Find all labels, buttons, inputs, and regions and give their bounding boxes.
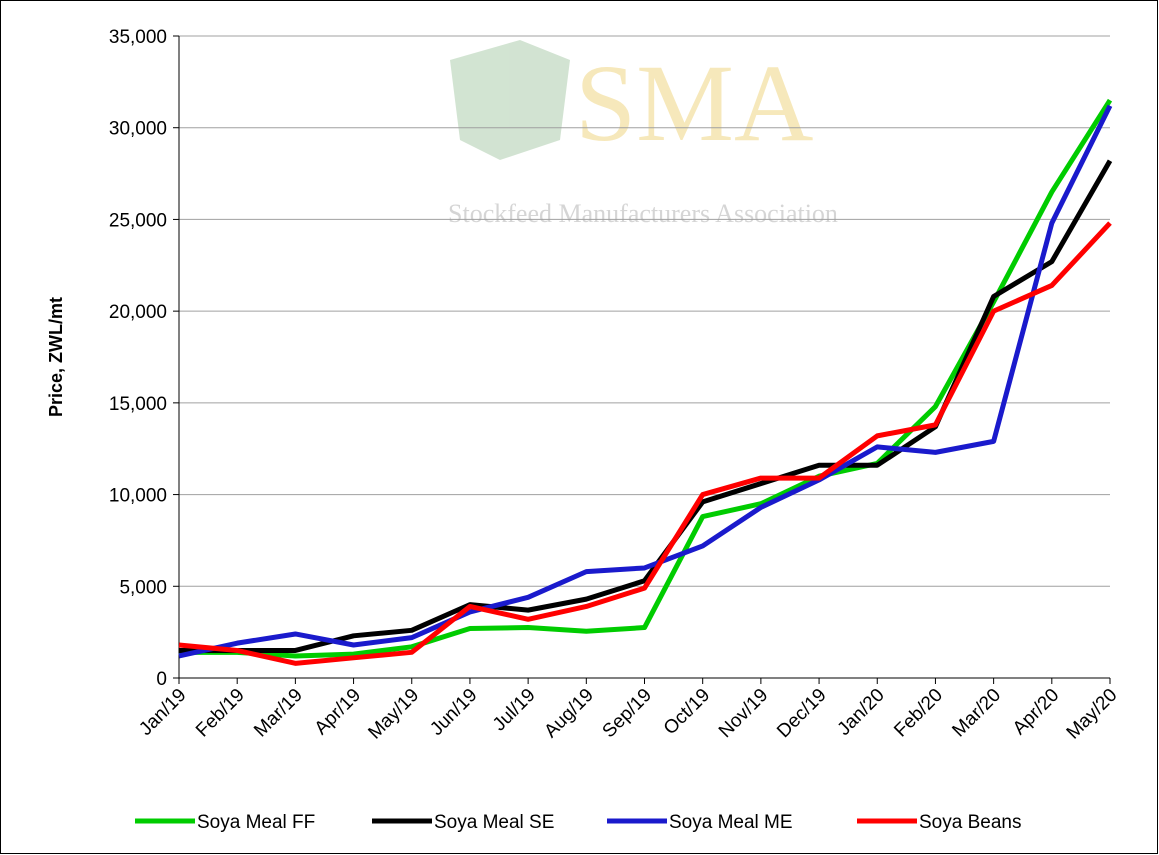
- chart: SMA Stockfeed Manufacturers Association …: [0, 0, 1159, 855]
- y-axis-label: Price, ZWL/mt: [46, 297, 66, 417]
- y-tick-label: 10,000: [109, 486, 167, 507]
- legend-label: Soya Beans: [919, 812, 1021, 833]
- legend-label: Soya Meal ME: [669, 812, 793, 833]
- y-tick-label: 25,000: [109, 210, 167, 231]
- watermark-subtitle: Stockfeed Manufacturers Association: [448, 199, 838, 228]
- y-tick-label: 0: [156, 669, 167, 690]
- watermark-title: SMA: [575, 42, 813, 164]
- y-tick-label: 30,000: [109, 119, 167, 140]
- legend-label: Soya Meal SE: [434, 812, 554, 833]
- watermark-map: [450, 40, 570, 160]
- y-tick-label: 20,000: [109, 302, 167, 323]
- y-tick-label: 15,000: [109, 394, 167, 415]
- legend-label: Soya Meal FF: [197, 812, 315, 833]
- y-tick-label: 5,000: [119, 577, 167, 598]
- y-tick-label: 35,000: [109, 27, 167, 48]
- watermark: SMA Stockfeed Manufacturers Association: [448, 40, 838, 228]
